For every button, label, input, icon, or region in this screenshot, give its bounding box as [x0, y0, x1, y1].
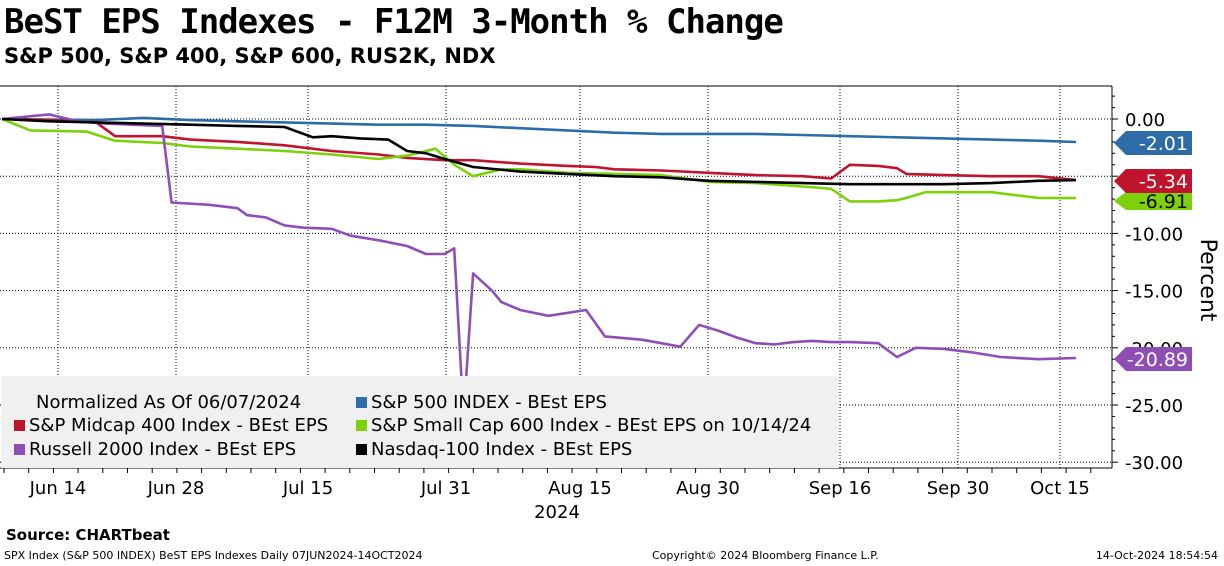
legend-label-russell: Russell 2000 Index - BEst EPS [29, 439, 296, 460]
y-tick-label: -10.00 [1125, 224, 1183, 245]
x-tick-label: Jun 14 [29, 478, 87, 499]
legend-swatch-midcap [14, 420, 25, 431]
value-tag-russell [1114, 347, 1192, 371]
chart-subtitle: S&P 500, S&P 400, S&P 600, RUS2K, NDX [4, 44, 496, 68]
legend-label-sp500: S&P 500 INDEX - BEst EPS [371, 392, 607, 413]
series-line-nasdaq [1, 117, 1077, 186]
value-tag-smallcap [1114, 192, 1192, 210]
legend-label-smallcap: S&P Small Cap 600 Index - BEst EPS on 10… [371, 415, 811, 436]
line-chart: 0.00-5.00-10.00-15.00-20.00-25.00-30.00J… [0, 85, 1220, 523]
legend-header: Normalized As Of 06/07/2024 [36, 392, 301, 413]
legend-box [1, 376, 839, 468]
chart-title: BeST EPS Indexes - F12M 3-Month % Change [4, 2, 784, 42]
series-line-sp500 [1, 116, 1077, 144]
y-tick-label: -15.00 [1125, 282, 1183, 303]
x-tick-label: Sep 16 [809, 478, 872, 499]
legend-label-midcap: S&P Midcap 400 Index - BEst EPS [29, 415, 328, 436]
legend-label-nasdaq: Nasdaq-100 Index - BEst EPS [371, 439, 632, 460]
value-tag-sp500 [1114, 131, 1192, 155]
x-year-label: 2024 [534, 502, 580, 523]
footer-copyright: Copyright© 2024 Bloomberg Finance L.P. [652, 549, 879, 562]
footer-description: SPX Index (S&P 500 INDEX) BeST EPS Index… [4, 549, 423, 562]
y-tick-label: -30.00 [1125, 453, 1183, 474]
x-tick-label: Jul 15 [282, 478, 333, 499]
x-tick-label: Jul 31 [420, 478, 471, 499]
legend-swatch-russell [14, 444, 25, 455]
x-tick-label: Aug 15 [548, 478, 612, 499]
y-tick-label: -25.00 [1125, 396, 1183, 417]
footer-timestamp: 14-Oct-2024 18:54:54 [1095, 549, 1218, 562]
legend-swatch-smallcap [356, 420, 367, 431]
y-tick-label: 0.00 [1125, 110, 1165, 131]
value-tag-label-midcap: -5.34 [1139, 171, 1188, 193]
legend-swatch-sp500 [356, 397, 367, 408]
value-tag-midcap [1114, 169, 1192, 193]
x-tick-label: Oct 15 [1030, 478, 1090, 499]
legend-swatch-nasdaq [356, 444, 367, 455]
value-tag-label-russell: -20.89 [1127, 349, 1188, 371]
x-tick-label: Sep 30 [927, 478, 990, 499]
x-tick-label: Jun 28 [147, 478, 205, 499]
y-axis-title: Percent [1195, 239, 1220, 322]
value-tag-label-smallcap: -6.91 [1139, 191, 1188, 213]
source-label: Source: CHARTbeat [6, 526, 170, 544]
series-line-midcap [1, 117, 1077, 182]
series-line-russell [1, 113, 1077, 418]
series-line-smallcap [1, 117, 1077, 203]
x-tick-label: Aug 30 [676, 478, 740, 499]
value-tag-label-sp500: -2.01 [1139, 133, 1188, 155]
